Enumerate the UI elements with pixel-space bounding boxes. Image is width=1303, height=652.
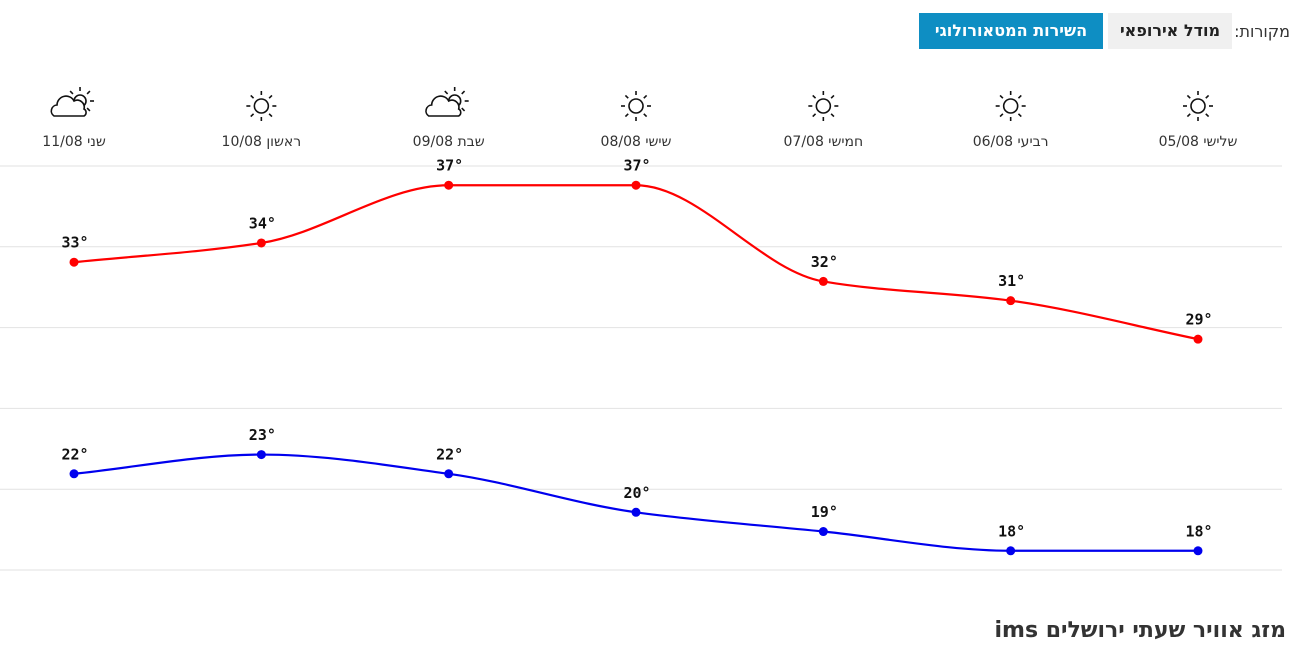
sun-ray [1205,113,1210,118]
value-label: 23° [249,426,276,444]
weather-icon [995,91,1026,121]
sun-ray [999,94,1004,99]
sun-ray [812,113,817,118]
day-label: חמישי 07/08 [784,134,864,150]
temperature-point [631,180,641,190]
value-label: 19° [811,503,838,521]
sun-ray [643,94,648,99]
temperature-point [1193,546,1203,556]
value-label: 29° [1185,311,1212,329]
sun [628,98,644,114]
value-label: 37° [623,157,650,175]
weather-icon [425,87,469,117]
sun-ray [812,94,817,99]
sun-ray [1205,94,1210,99]
value-label: 32° [811,253,838,271]
value-label: 18° [1185,522,1212,540]
sun-ray [461,90,466,95]
value-label: 31° [998,272,1025,290]
sun-ray [1186,113,1191,118]
sun-ray [624,94,629,99]
day-label: שני 11/08 [42,134,106,150]
sun-ray [830,113,835,118]
sun-ray [999,113,1004,118]
sun-ray [1186,94,1191,99]
value-label: 34° [249,214,276,232]
sun-ray [643,113,648,118]
temperature-point [256,450,266,460]
sun-ray [1017,113,1022,118]
value-label: 22° [436,445,463,463]
source-button[interactable]: השירות המטאורולוגי [919,13,1103,49]
temperature-point [69,257,79,267]
sun-ray [830,94,835,99]
temperature-line [73,184,1199,341]
weather-icon [808,91,839,121]
sun [815,98,832,114]
temperature-point [444,469,454,479]
sun [1190,98,1206,114]
temperature-point [818,527,828,537]
temperature-point [256,238,266,248]
value-label: 33° [61,234,88,252]
sun-ray [1017,94,1022,99]
day-label: שבת 09/08 [413,134,485,150]
weather-icon [1183,91,1213,121]
temperature-point [444,180,454,190]
sun-ray [461,107,466,112]
sun-ray [268,113,273,118]
temperature-point [1006,296,1016,306]
sun-ray [250,94,255,99]
temperature-point [631,507,641,517]
day-label: רביעי 06/08 [973,134,1049,150]
weather-icon [246,91,277,121]
sun-ray [69,90,74,95]
source-button[interactable]: מודל אירופאי [1108,13,1232,49]
sources-label: מקורות: [1234,22,1290,41]
temperature-line [73,453,1199,552]
day-label: ראשון 10/08 [222,134,302,150]
temperature-point [1006,546,1016,556]
value-label: 37° [436,157,463,175]
temperature-point [1193,334,1203,344]
sun-ray [444,90,449,95]
sun-ray [86,107,91,112]
weather-icon [621,91,652,121]
sun-ray [268,94,273,99]
cloud [425,95,462,117]
sun [1002,98,1019,114]
day-label: שלישי 05/08 [1159,134,1238,150]
value-label: 22° [61,445,88,463]
section-title: מזג אוויר שעתי ירושלים ims [994,618,1286,643]
temperature-point [818,276,828,286]
sun [253,98,270,114]
value-label: 18° [998,522,1025,540]
day-label: שישי 08/08 [601,134,672,150]
sun-ray [250,113,255,118]
sun-ray [624,113,629,118]
weather-icon [50,87,95,117]
temperature-point [69,469,79,479]
sun-ray [86,90,91,95]
cloud [50,95,87,117]
value-label: 20° [623,484,650,502]
